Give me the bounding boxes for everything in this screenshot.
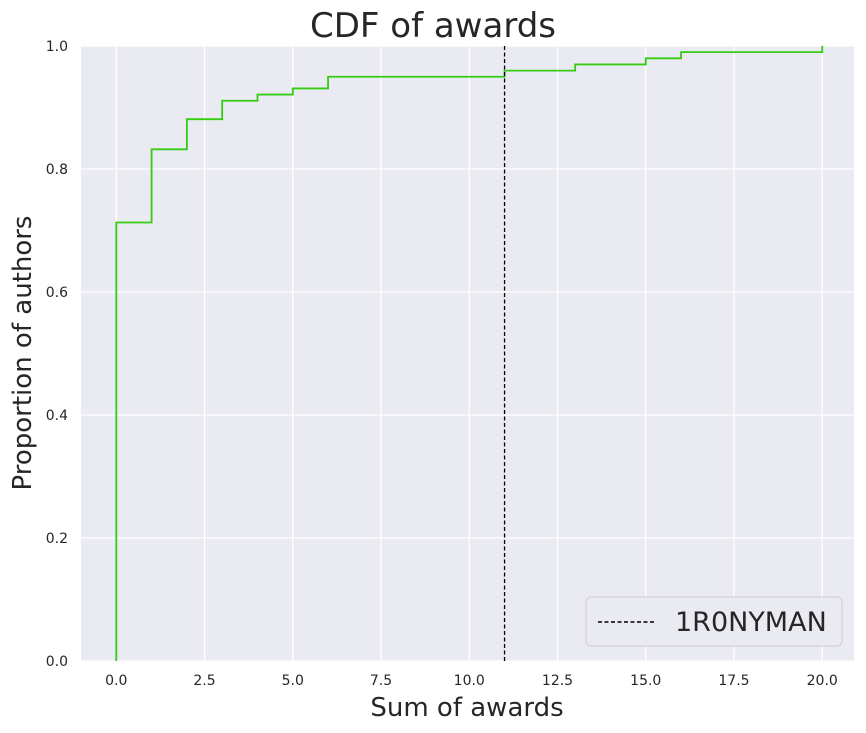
x-tick-label: 5.0 (282, 673, 304, 689)
x-tick-label: 12.5 (542, 673, 573, 689)
y-tick-label: 0.2 (46, 531, 68, 547)
x-tick-label: 0.0 (105, 673, 127, 689)
cdf-step-line (115, 46, 824, 661)
legend-label: 1R0NYMAN (675, 607, 827, 638)
legend: 1R0NYMAN (585, 596, 843, 647)
x-tick-label: 2.5 (193, 673, 215, 689)
grid-lines (81, 45, 854, 662)
x-axis-label: Sum of awards (370, 693, 563, 723)
x-tick-labels: 0.0 2.5 5.0 7.5 10.0 12.5 15.0 17.5 20.0 (105, 673, 838, 689)
x-tick-label: 20.0 (807, 673, 838, 689)
y-axis-label: Proportion of authors (8, 216, 38, 491)
x-tick-label: 17.5 (718, 673, 749, 689)
y-tick-label: 1.0 (46, 39, 68, 55)
y-tick-label: 0.4 (46, 408, 68, 424)
y-tick-labels: 0.0 0.2 0.4 0.6 0.8 1.0 (46, 39, 68, 670)
plot-background (81, 46, 854, 661)
chart-title: CDF of awards (310, 6, 556, 46)
x-tick-label: 15.0 (630, 673, 661, 689)
x-tick-label: 10.0 (454, 673, 485, 689)
x-tick-label: 7.5 (370, 673, 392, 689)
y-tick-label: 0.8 (46, 162, 68, 178)
y-tick-label: 0.6 (46, 285, 68, 301)
series-layer (115, 46, 824, 661)
y-tick-label: 0.0 (46, 654, 68, 670)
legend-box (585, 596, 843, 647)
